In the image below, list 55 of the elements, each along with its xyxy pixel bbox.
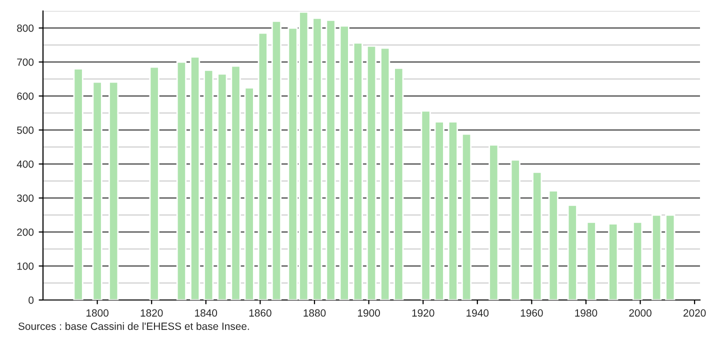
bar — [665, 214, 676, 300]
bar — [394, 67, 404, 300]
y-tick-label: 600 — [17, 92, 34, 100]
y-tick-label: 400 — [16, 160, 34, 168]
bar — [548, 190, 558, 300]
y-tick-label: 500 — [17, 126, 34, 134]
x-tick-label: 1880 — [304, 309, 326, 317]
bar — [632, 221, 643, 300]
bar — [92, 81, 102, 300]
x-tick-label: 1980 — [575, 309, 598, 317]
bar — [366, 45, 377, 300]
x-tick-label: 1820 — [140, 309, 163, 317]
bar — [608, 223, 618, 300]
bar — [448, 121, 458, 300]
x-tick-label: 2000 — [629, 309, 652, 317]
x-tick-label: 1900 — [358, 309, 380, 317]
y-tick-label: 100 — [17, 262, 34, 270]
bar — [339, 25, 350, 300]
bar — [108, 81, 119, 300]
bar — [434, 121, 444, 300]
bar — [204, 69, 214, 300]
y-tick-label: 700 — [17, 58, 34, 66]
bar — [271, 20, 282, 300]
bar — [652, 214, 662, 300]
y-tick-label: 200 — [17, 228, 34, 236]
bar — [244, 87, 254, 300]
bar — [488, 144, 499, 300]
bar — [326, 19, 336, 300]
bar — [230, 65, 241, 300]
source-note: Sources : base Cassini de l'EHESS et base Insee. — [18, 322, 249, 330]
x-tick-label: 1940 — [466, 309, 489, 317]
bar — [149, 66, 160, 300]
bar — [586, 221, 596, 300]
bar — [217, 73, 228, 300]
bar — [532, 171, 542, 300]
y-tick-label: 0 — [28, 296, 34, 304]
x-tick-label: 2020 — [684, 309, 706, 317]
x-tick-label: 1960 — [520, 309, 543, 317]
bar — [420, 110, 431, 300]
y-tick-label: 800 — [17, 24, 34, 32]
y-tick-label: 300 — [16, 194, 34, 202]
bar — [380, 47, 390, 300]
x-tick-label: 1800 — [86, 309, 108, 317]
bar — [73, 68, 84, 300]
bar — [176, 61, 186, 300]
x-tick-label: 1840 — [195, 309, 218, 317]
bar — [461, 133, 472, 300]
bar — [352, 42, 363, 300]
x-tick-label: 1920 — [412, 309, 434, 317]
bar — [312, 17, 322, 300]
bar — [510, 159, 520, 300]
bar — [258, 32, 268, 300]
x-tick-label: 1860 — [249, 309, 272, 317]
bar — [567, 204, 578, 300]
bar — [190, 56, 200, 300]
